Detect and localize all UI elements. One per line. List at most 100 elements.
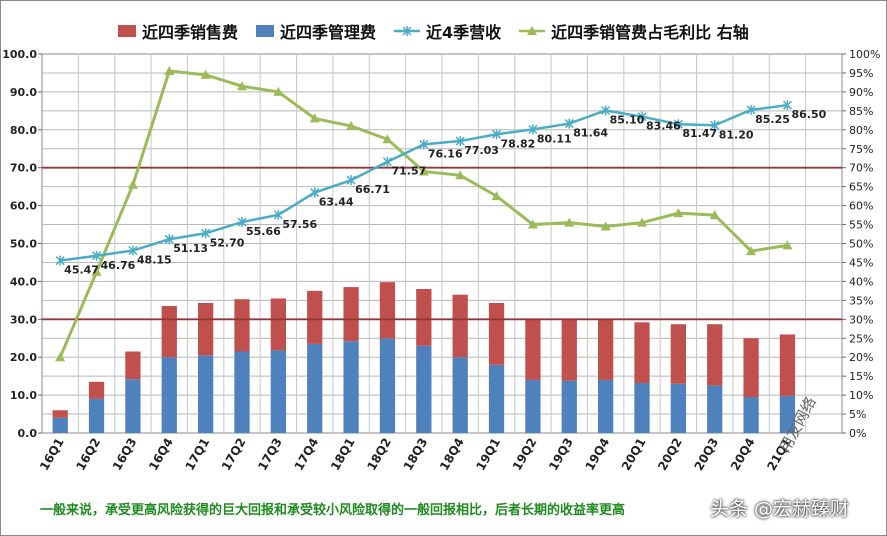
x-tick-label: 19Q4 xyxy=(582,436,612,474)
y-right-tick-label: 20% xyxy=(849,351,873,364)
x-tick-label: 20Q1 xyxy=(619,436,649,474)
bar-sales-expense xyxy=(198,303,214,356)
x-tick-label: 16Q1 xyxy=(37,436,67,474)
legend-label-admin: 近四季管理费 xyxy=(280,23,377,42)
y-right-tick-label: 100% xyxy=(849,48,880,61)
bar-layer xyxy=(52,282,796,433)
point-ratio xyxy=(564,217,575,227)
point-ratio xyxy=(527,219,538,229)
y-right-tick-label: 30% xyxy=(849,313,873,326)
legend-item-sales: 近四季销售费 xyxy=(118,19,238,43)
point-revenue xyxy=(710,120,720,131)
data-label-revenue: 52.70 xyxy=(210,236,245,249)
legend-swatch-sales xyxy=(118,25,136,37)
point-revenue xyxy=(455,136,465,147)
point-ratio xyxy=(309,113,320,123)
x-tick-label: 17Q3 xyxy=(255,436,285,474)
point-revenue xyxy=(492,129,502,140)
x-tick-label: 18Q3 xyxy=(401,436,431,474)
data-label-revenue: 51.13 xyxy=(173,242,208,255)
point-revenue xyxy=(528,124,538,135)
reference-lines xyxy=(42,166,842,321)
point-revenue xyxy=(782,100,792,111)
point-ratio xyxy=(91,266,102,276)
point-ratio xyxy=(200,69,211,79)
bar-admin-expense xyxy=(488,364,505,433)
bar-sales-expense xyxy=(125,351,141,380)
bar-admin-expense xyxy=(270,350,286,433)
point-ratio xyxy=(382,134,393,144)
bar-admin-expense xyxy=(379,338,396,433)
point-revenue xyxy=(237,217,247,228)
point-revenue xyxy=(273,209,283,220)
bar-sales-expense xyxy=(488,303,505,365)
point-ratio xyxy=(127,179,138,189)
y-right-tick-label: 50% xyxy=(849,238,873,251)
data-label-revenue: 46.76 xyxy=(101,259,136,272)
x-tick-label: 19Q2 xyxy=(510,436,540,474)
bar-admin-expense xyxy=(198,355,214,433)
y-right-tick-label: 70% xyxy=(849,162,873,175)
bar-admin-expense xyxy=(343,341,359,433)
data-label-revenue: 57.56 xyxy=(282,218,317,231)
point-ratio xyxy=(237,81,247,91)
y-right-tick-label: 10% xyxy=(849,389,873,402)
point-ratio xyxy=(55,352,66,362)
bar-admin-expense xyxy=(598,379,614,433)
point-ratio xyxy=(346,121,357,131)
data-label-revenue: 86.50 xyxy=(791,108,826,121)
x-tick-label: 18Q1 xyxy=(328,436,358,474)
data-label-revenue: 63.44 xyxy=(319,196,354,209)
point-ratio xyxy=(164,66,175,76)
x-tick-label: 16Q3 xyxy=(110,436,140,474)
y-left-tick-label: 90.0 xyxy=(10,86,37,99)
legend-item-admin: 近四季管理费 xyxy=(256,19,376,43)
data-label-revenue: 85.10 xyxy=(610,113,645,126)
y-left-tick-label: 50.0 xyxy=(10,238,37,251)
legend-swatch-admin xyxy=(256,25,275,37)
x-tick-label: 17Q4 xyxy=(292,436,322,474)
data-label-revenue: 71.57 xyxy=(391,165,426,178)
bar-sales-expense xyxy=(779,334,796,396)
y-right-tick-label: 90% xyxy=(849,86,873,99)
point-ratio xyxy=(673,208,684,218)
bar-admin-expense xyxy=(779,395,796,433)
data-label-revenue: 85.25 xyxy=(755,113,790,126)
y-left-tick-label: 60.0 xyxy=(10,200,37,213)
y-right-tick-label: 75% xyxy=(849,143,873,156)
point-revenue xyxy=(673,119,683,130)
point-revenue xyxy=(346,175,356,186)
legend-item-revenue: 近4季营收 xyxy=(394,19,501,43)
bar-sales-expense xyxy=(452,294,468,358)
point-ratio xyxy=(746,246,757,256)
y-left-tick-label: 40.0 xyxy=(10,275,37,288)
data-label-revenue: 81.64 xyxy=(573,127,608,140)
data-label-revenue: 81.47 xyxy=(682,127,717,140)
bar-admin-expense xyxy=(125,379,141,433)
point-ratio xyxy=(782,240,793,250)
bar-sales-expense xyxy=(161,306,177,358)
y-right-tick-label: 65% xyxy=(849,181,873,194)
bar-sales-expense xyxy=(52,410,68,418)
data-label-revenue: 83.46 xyxy=(646,120,681,133)
bar-sales-expense xyxy=(307,290,323,344)
y-right-tick-label: 0% xyxy=(849,427,866,440)
y-left-tick-label: 0.0 xyxy=(18,427,38,440)
bar-sales-expense xyxy=(270,298,286,351)
point-revenue xyxy=(164,234,174,245)
x-tick-label: 19Q1 xyxy=(473,435,503,473)
point-revenue xyxy=(92,250,102,261)
bar-admin-expense xyxy=(88,398,105,433)
line-layer xyxy=(55,66,793,362)
data-label-revenue: 55.66 xyxy=(246,225,281,238)
bar-admin-expense xyxy=(234,351,250,433)
y-right-tick-label: 15% xyxy=(849,370,873,383)
y-right-tick-label: 5% xyxy=(849,408,866,421)
x-tick-label: 18Q2 xyxy=(364,436,394,474)
data-label-revenue: 81.20 xyxy=(719,128,754,141)
bar-admin-expense xyxy=(452,357,468,433)
bar-admin-expense xyxy=(525,379,541,433)
bar-sales-expense xyxy=(88,381,105,399)
y-right-tick-label: 45% xyxy=(849,256,873,269)
data-label-revenue: 45.47 xyxy=(64,264,99,277)
